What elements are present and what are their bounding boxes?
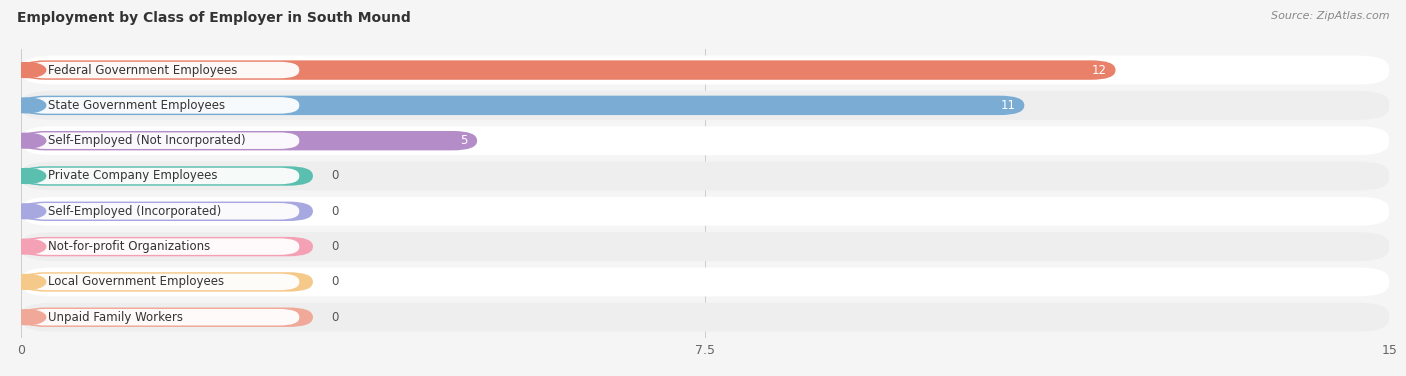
- FancyBboxPatch shape: [25, 97, 299, 114]
- FancyBboxPatch shape: [25, 168, 299, 184]
- Text: 0: 0: [332, 205, 339, 218]
- FancyBboxPatch shape: [21, 267, 1389, 296]
- Text: Self-Employed (Incorporated): Self-Employed (Incorporated): [48, 205, 222, 218]
- Text: Unpaid Family Workers: Unpaid Family Workers: [48, 311, 183, 324]
- Circle shape: [7, 204, 46, 219]
- Circle shape: [7, 239, 46, 254]
- FancyBboxPatch shape: [25, 238, 299, 255]
- FancyBboxPatch shape: [21, 56, 1389, 85]
- Circle shape: [7, 133, 46, 148]
- FancyBboxPatch shape: [21, 91, 1389, 120]
- Text: Private Company Employees: Private Company Employees: [48, 170, 218, 182]
- FancyBboxPatch shape: [21, 131, 477, 150]
- Circle shape: [7, 63, 46, 77]
- Text: 0: 0: [332, 311, 339, 324]
- FancyBboxPatch shape: [25, 62, 299, 78]
- FancyBboxPatch shape: [21, 61, 1115, 80]
- FancyBboxPatch shape: [21, 237, 314, 256]
- FancyBboxPatch shape: [21, 232, 1389, 261]
- FancyBboxPatch shape: [25, 309, 299, 326]
- FancyBboxPatch shape: [25, 203, 299, 220]
- FancyBboxPatch shape: [21, 303, 1389, 332]
- FancyBboxPatch shape: [25, 274, 299, 290]
- Circle shape: [7, 168, 46, 183]
- Text: Source: ZipAtlas.com: Source: ZipAtlas.com: [1271, 11, 1389, 21]
- Text: Employment by Class of Employer in South Mound: Employment by Class of Employer in South…: [17, 11, 411, 25]
- FancyBboxPatch shape: [21, 197, 1389, 226]
- Circle shape: [7, 98, 46, 113]
- FancyBboxPatch shape: [21, 202, 314, 221]
- Text: 0: 0: [332, 170, 339, 182]
- Text: Self-Employed (Not Incorporated): Self-Employed (Not Incorporated): [48, 134, 246, 147]
- Text: 0: 0: [332, 275, 339, 288]
- Text: State Government Employees: State Government Employees: [48, 99, 225, 112]
- Circle shape: [7, 310, 46, 324]
- FancyBboxPatch shape: [25, 132, 299, 149]
- Text: 12: 12: [1091, 64, 1107, 77]
- FancyBboxPatch shape: [21, 272, 314, 292]
- Text: Federal Government Employees: Federal Government Employees: [48, 64, 238, 77]
- FancyBboxPatch shape: [21, 96, 1025, 115]
- Text: 11: 11: [1000, 99, 1015, 112]
- Text: 5: 5: [461, 134, 468, 147]
- FancyBboxPatch shape: [21, 166, 314, 186]
- FancyBboxPatch shape: [21, 126, 1389, 155]
- Text: Not-for-profit Organizations: Not-for-profit Organizations: [48, 240, 211, 253]
- Text: 0: 0: [332, 240, 339, 253]
- FancyBboxPatch shape: [21, 308, 314, 327]
- FancyBboxPatch shape: [21, 162, 1389, 191]
- Text: Local Government Employees: Local Government Employees: [48, 275, 225, 288]
- Circle shape: [7, 274, 46, 290]
